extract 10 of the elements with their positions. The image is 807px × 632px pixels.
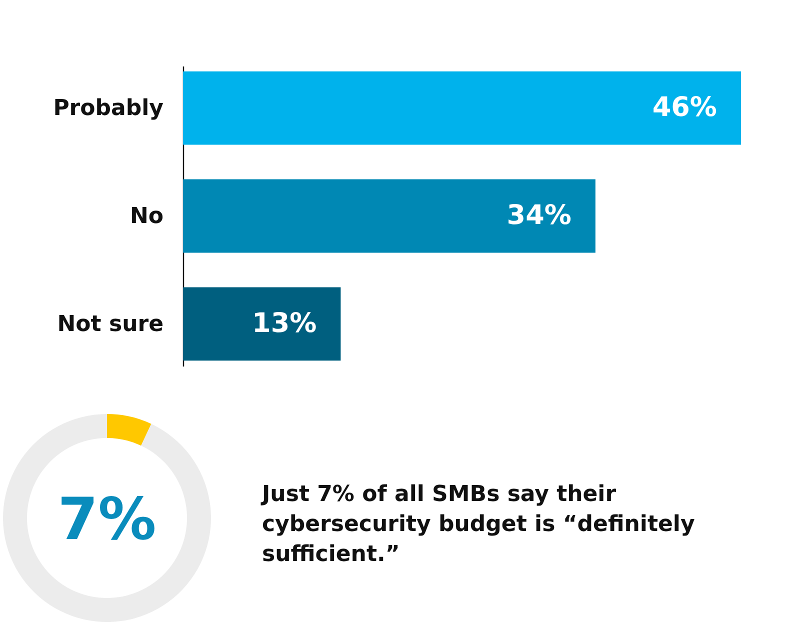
data-label: 13% [252,308,317,339]
text: Just 7% of all SMBs say their cybersecurity budget is “definitely sufficient.” [260,482,695,567]
y-tick-label: No [130,204,164,229]
y-tick-label: Not sure [57,312,164,337]
data-label: 34% [506,200,572,231]
donut-slice [3,414,211,622]
donut-slice [107,414,152,446]
text: 7% [58,485,156,553]
data-label: 46% [652,92,717,124]
y-tick-label: Probably [53,96,164,122]
